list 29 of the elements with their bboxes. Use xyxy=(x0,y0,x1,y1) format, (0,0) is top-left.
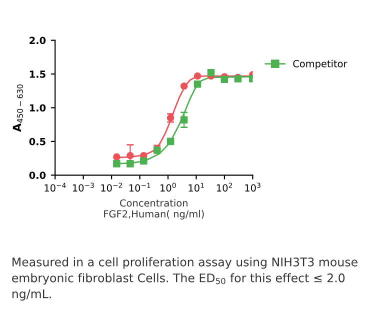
point xyxy=(194,80,202,88)
point xyxy=(126,152,134,160)
legend-label: Competitor xyxy=(293,60,348,70)
y-tick-label: 2.0 xyxy=(30,36,46,44)
point xyxy=(220,76,228,84)
x-tick-label: 10$^{−2}$ xyxy=(101,182,122,192)
x-tick-label: 10$^{0}$ xyxy=(160,182,176,192)
x-tick-label: 10$^{−4}$ xyxy=(44,182,66,192)
y-tick-label: 0.0 xyxy=(29,172,46,179)
y-tick-label: 0.5 xyxy=(29,138,46,146)
x-tick-label: 10$^{−3}$ xyxy=(72,182,94,192)
x-tick-label: 10$^{1}$ xyxy=(188,182,204,192)
x-tick-label: 10$^{3}$ xyxy=(245,182,260,192)
x-tick-label: 10$^{−1}$ xyxy=(129,182,150,192)
text: Measured in a cell proliferation assay using NIH3T3 mouse embryonic fibroblast Cells. The ED$_{50}$ for this effect ≤ 2.0 ng/mL. xyxy=(12,257,358,301)
point xyxy=(126,160,134,168)
point xyxy=(194,72,202,80)
x-axis-title: Concentration FGF2,Human( ng/ml) xyxy=(104,199,204,220)
point xyxy=(113,153,120,161)
x-tick-label: 10$^{2}$ xyxy=(216,182,232,192)
y-axis-title: A$_{450−630}$ xyxy=(12,84,23,132)
point xyxy=(166,138,174,146)
point xyxy=(140,157,148,165)
point xyxy=(113,160,120,168)
y-tick-label: 1.0 xyxy=(30,104,46,112)
y-tick-label: 1.5 xyxy=(30,70,46,78)
point xyxy=(180,82,188,90)
point xyxy=(207,69,215,76)
point xyxy=(180,116,188,124)
